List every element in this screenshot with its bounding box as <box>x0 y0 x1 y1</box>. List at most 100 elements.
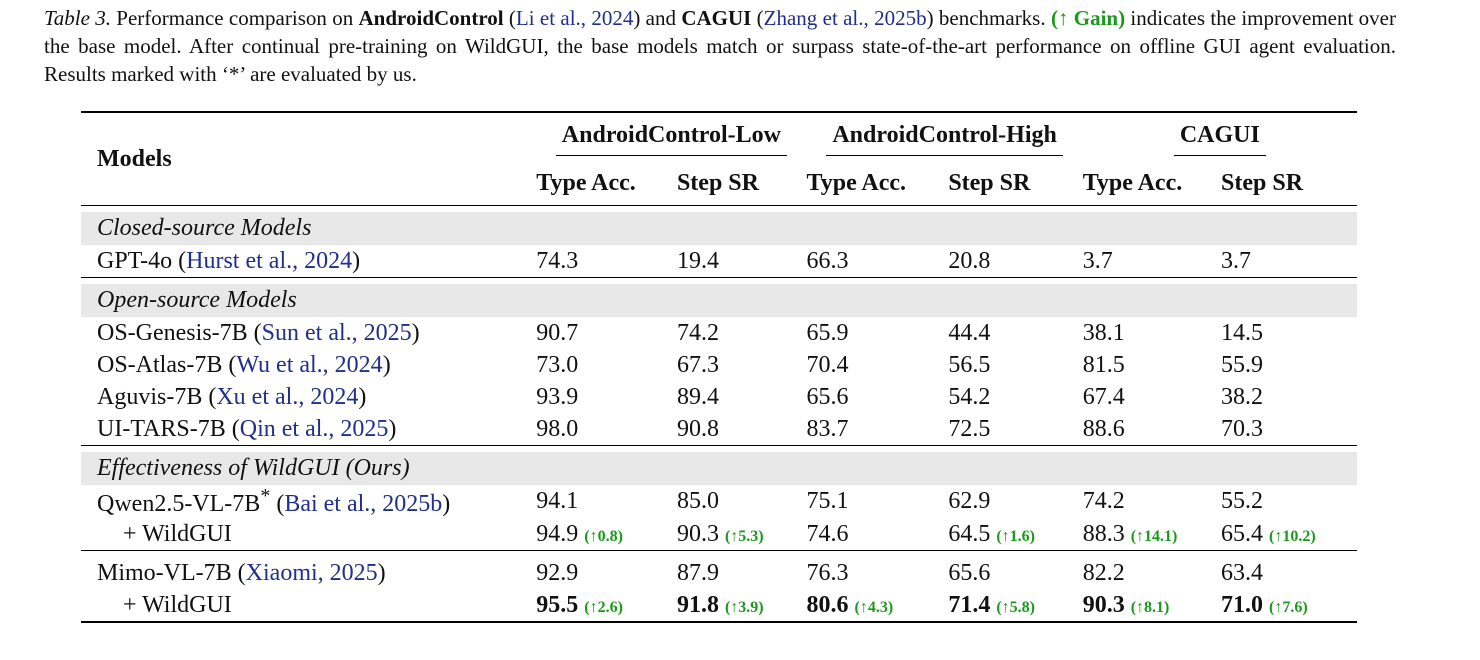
citation-link[interactable]: Xu et al., 2024 <box>216 383 359 410</box>
table-row: Mimo-VL-7B (Xiaomi, 2025) 92.9 87.9 76.3 6… <box>81 557 1357 589</box>
value-cell: 70.3 <box>1221 415 1264 442</box>
caption-citation-li[interactable]: Li et al., 2024 <box>515 6 634 30</box>
table-row: OS-Genesis-7B (Sun et al., 2025) 90.7 74.… <box>81 317 1357 349</box>
value-cell: 3.7 <box>1221 247 1252 274</box>
models-header: Models <box>97 145 172 172</box>
value-cell: 55.9 <box>1221 351 1264 378</box>
table-row: OS-Atlas-7B (Wu et al., 2024) 73.0 67.3 7… <box>81 349 1357 381</box>
value-cell: 14.5 <box>1221 319 1264 346</box>
value-cell: 56.5 <box>948 351 991 378</box>
value-cell: 94.9 (↑0.8) <box>536 520 623 547</box>
value-cell: 67.3 <box>676 351 719 378</box>
model-name-cell: + WildGUI <box>81 589 537 623</box>
value-cell: 44.4 <box>948 319 991 346</box>
gain-badge: (↑3.9) <box>724 598 764 616</box>
citation-link[interactable]: Xiaomi, 2025 <box>245 559 378 586</box>
value-cell: 38.2 <box>1221 383 1264 410</box>
table-row: Qwen2.5-VL-7B* (Bai et al., 2025b) 94.1 8… <box>81 485 1357 518</box>
citation-link[interactable]: Wu et al., 2024 <box>236 351 383 378</box>
value-cell: 76.3 <box>806 559 849 586</box>
value-cell: 65.6 <box>806 383 849 410</box>
value-cell: 74.2 <box>676 319 719 346</box>
caption-text-1: Performance comparison on <box>110 6 359 30</box>
gain-badge: (↑5.3) <box>724 527 764 545</box>
gain-badge: (↑10.2) <box>1269 527 1316 545</box>
caption-text-4: indicates the improvement over the base … <box>44 6 1396 86</box>
table-caption: Table 3. Performance comparison on Andro… <box>44 6 1396 86</box>
citation-link[interactable]: Bai et al., 2025b <box>284 491 443 517</box>
caption-label: Table 3. <box>44 6 111 30</box>
value-cell: 98.0 <box>536 415 579 442</box>
value-cell: 82.2 <box>1082 559 1125 586</box>
group-header-androidcontrol-low: AndroidControl-Low <box>536 112 806 161</box>
table-row: GPT-4o (Hurst et al., 2024) 74.3 19.4 66.… <box>81 245 1357 278</box>
citation-link[interactable]: Qin et al., 2025 <box>239 415 389 442</box>
value-cell: 90.3 (↑5.3) <box>676 520 764 547</box>
model-name-cell: OS-Genesis-7B (Sun et al., 2025) <box>97 319 420 346</box>
value-cell: 90.8 <box>676 415 719 442</box>
value-cell: 83.7 <box>806 415 849 442</box>
col-header-type-acc: Type Acc. <box>1082 169 1183 196</box>
gain-badge: (↑0.8) <box>584 527 623 545</box>
model-name-cell: Mimo-VL-7B (Xiaomi, 2025) <box>97 559 386 586</box>
model-name-cell: UI-TARS-7B (Qin et al., 2025) <box>97 415 397 442</box>
value-cell: 88.3 (↑14.1) <box>1082 520 1178 547</box>
caption-citation-zhang[interactable]: Zhang et al., 2025b <box>763 6 927 30</box>
caption-text-3: benchmarks. <box>933 6 1051 30</box>
section-closed-source: Closed-source Models <box>81 212 1357 245</box>
value-cell: 95.5 (↑2.6) <box>536 589 677 623</box>
value-cell: 90.3 (↑8.1) <box>1082 589 1222 623</box>
value-cell: 19.4 <box>676 247 719 274</box>
value-cell: 62.9 <box>948 488 991 514</box>
table-row: Aguvis-7B (Xu et al., 2024) 93.9 89.4 65.… <box>81 381 1357 413</box>
header-row-metrics: Type Acc. Step SR Type Acc. Step SR Type… <box>81 161 1357 206</box>
gain-badge: (↑8.1) <box>1130 598 1170 616</box>
value-cell: 20.8 <box>948 247 991 274</box>
table-row: UI-TARS-7B (Qin et al., 2025) 98.0 90.8 8… <box>81 413 1357 446</box>
value-cell: 74.3 <box>536 247 579 274</box>
col-header-type-acc: Type Acc. <box>806 169 907 196</box>
value-cell: 66.3 <box>806 247 849 274</box>
model-name-cell: Aguvis-7B (Xu et al., 2024) <box>97 383 367 410</box>
col-header-step-sr: Step SR <box>948 169 1031 196</box>
value-cell: 65.6 <box>948 559 991 586</box>
group-header-androidcontrol-high: AndroidControl-High <box>807 112 1083 161</box>
col-header-type-acc: Type Acc. <box>536 169 636 196</box>
value-cell: 94.1 <box>536 488 579 514</box>
gain-badge: (↑1.6) <box>996 527 1035 545</box>
col-header-step-sr: Step SR <box>1221 169 1304 196</box>
value-cell: 88.6 <box>1082 415 1125 442</box>
gain-badge: (↑7.6) <box>1269 598 1308 616</box>
caption-bold-androidcontrol: AndroidControl <box>358 6 504 30</box>
gain-badge: (↑4.3) <box>854 598 894 616</box>
value-cell: 63.4 <box>1221 559 1264 586</box>
section-open-source: Open-source Models <box>81 284 1357 317</box>
value-cell: 80.6 (↑4.3) <box>806 589 949 623</box>
value-cell: 71.0 (↑7.6) <box>1221 589 1357 623</box>
value-cell: 75.1 <box>806 488 849 514</box>
model-name-cell: GPT-4o (Hurst et al., 2024) <box>97 247 361 274</box>
value-cell: 74.2 <box>1082 488 1125 514</box>
citation-link[interactable]: Hurst et al., 2024 <box>186 247 353 274</box>
table-row: + WildGUI 94.9 (↑0.8) 90.3 (↑5.3) 74.6 6… <box>81 518 1357 551</box>
value-cell: 72.5 <box>948 415 991 442</box>
model-name-cell: + WildGUI <box>123 520 232 547</box>
caption-bold-cagui: CAGUI <box>681 6 752 30</box>
value-cell: 89.4 <box>676 383 719 410</box>
citation-link[interactable]: Sun et al., 2025 <box>261 319 412 346</box>
header-row-groups: Models AndroidControl-Low AndroidControl… <box>81 112 1357 172</box>
section-wildgui-ours: Effectiveness of WildGUI (Ours) <box>81 452 1357 485</box>
value-cell: 38.1 <box>1082 319 1125 346</box>
value-cell: 64.5 (↑1.6) <box>948 520 1035 547</box>
gain-badge: (↑5.8) <box>996 598 1035 616</box>
value-cell: 70.4 <box>806 351 849 378</box>
value-cell: 65.9 <box>806 319 849 346</box>
value-cell: 71.4 (↑5.8) <box>948 589 1083 623</box>
col-header-step-sr: Step SR <box>676 169 759 196</box>
model-name-cell: OS-Atlas-7B (Wu et al., 2024) <box>97 351 391 378</box>
gain-badge: (↑2.6) <box>584 598 623 616</box>
value-cell: 93.9 <box>536 383 579 410</box>
table-row: + WildGUI 95.5 (↑2.6) 91.8 (↑3.9) 80.6 (… <box>81 589 1357 623</box>
performance-table: Models AndroidControl-Low AndroidControl… <box>81 111 1357 623</box>
model-name-cell: Qwen2.5-VL-7B* (Bai et al., 2025b) <box>97 485 451 517</box>
